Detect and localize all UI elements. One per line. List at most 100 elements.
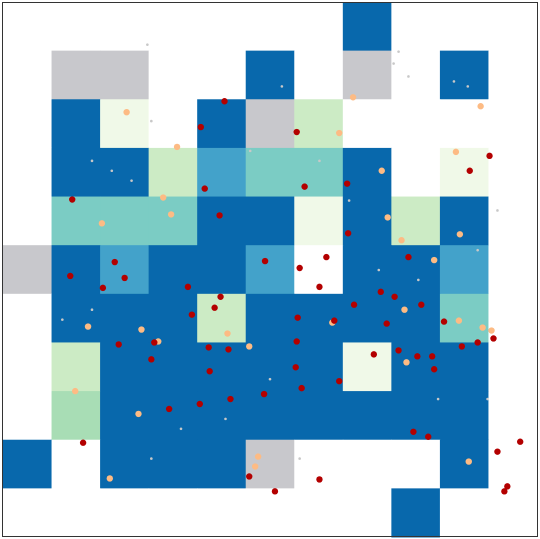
heatmap-cell <box>439 439 489 489</box>
heatmap-cell <box>3 293 53 343</box>
heatmap-cell <box>3 2 53 52</box>
heatmap-cell <box>100 196 150 246</box>
point <box>401 306 408 313</box>
heatmap-cell <box>342 488 392 538</box>
point <box>293 128 300 136</box>
point <box>479 324 486 331</box>
point <box>378 167 385 174</box>
point <box>417 278 420 282</box>
heatmap-cell <box>488 147 538 198</box>
point <box>150 119 153 123</box>
point <box>260 390 268 398</box>
heatmap-cell <box>294 50 344 100</box>
point <box>251 463 259 470</box>
point <box>205 344 212 351</box>
point <box>410 428 417 435</box>
heatmap-cell <box>342 293 392 343</box>
heatmap-cell <box>391 50 441 100</box>
point <box>452 148 460 156</box>
heatmap-cell <box>245 147 295 198</box>
heatmap-cell <box>488 439 538 489</box>
heatmap-cell <box>488 99 538 149</box>
point <box>217 293 224 300</box>
point <box>383 320 390 327</box>
heatmap-cell <box>245 196 295 246</box>
point <box>71 387 79 395</box>
heatmap-cell <box>148 99 198 149</box>
heatmap-cell <box>100 147 150 198</box>
heatmap-cell <box>3 439 53 489</box>
heatmap-cell <box>439 293 489 343</box>
heatmap-cell <box>342 147 392 198</box>
heatmap-cell <box>391 293 441 343</box>
heatmap-cell <box>391 2 441 52</box>
point <box>316 283 323 291</box>
point <box>298 457 301 460</box>
heatmap-cell <box>488 342 538 392</box>
point <box>456 231 464 238</box>
heatmap-cell <box>3 488 53 538</box>
heatmap-cell <box>51 439 101 489</box>
point <box>490 335 497 342</box>
point <box>395 347 402 354</box>
heatmap-cell <box>148 391 198 441</box>
point <box>397 50 400 53</box>
heatmap-cell <box>148 196 198 246</box>
point <box>298 384 305 392</box>
point <box>69 196 76 203</box>
heatmap-cell <box>488 50 538 100</box>
heatmap-cell <box>100 245 150 295</box>
heatmap-cell <box>197 293 247 343</box>
point <box>293 338 300 345</box>
heatmap-cell <box>197 196 247 246</box>
point <box>261 257 269 265</box>
heatmap-cell <box>294 488 344 538</box>
heatmap-cell <box>197 245 247 295</box>
heatmap-cell <box>294 342 344 392</box>
heatmap-cell <box>391 245 441 295</box>
point <box>67 272 74 280</box>
point <box>466 167 473 174</box>
heatmap-cell <box>148 50 198 100</box>
heatmap-cell <box>342 439 392 489</box>
point <box>146 43 149 46</box>
point <box>211 304 218 311</box>
point <box>391 293 398 300</box>
heatmap-cell <box>488 196 538 246</box>
point <box>455 317 463 324</box>
heatmap-cell <box>488 488 538 538</box>
point <box>90 159 94 163</box>
heatmap-cell <box>245 245 295 295</box>
point <box>428 353 436 360</box>
point <box>501 488 508 495</box>
point <box>138 326 145 333</box>
heatmap-cell <box>245 99 295 149</box>
point <box>197 123 204 131</box>
heatmap-cell <box>245 2 295 52</box>
point <box>227 395 234 403</box>
point <box>425 433 432 440</box>
point <box>516 438 524 445</box>
point <box>331 317 338 324</box>
point <box>370 351 378 358</box>
heatmap-cell <box>488 391 538 441</box>
heatmap-cell <box>342 50 392 100</box>
point <box>316 476 323 483</box>
point <box>344 230 352 237</box>
heatmap-cell <box>245 50 295 100</box>
point <box>173 143 181 151</box>
heatmap-cell <box>148 488 198 538</box>
heatmap-cells <box>3 2 538 538</box>
point <box>292 364 299 371</box>
point <box>84 323 92 330</box>
point <box>248 149 252 153</box>
heatmap-cell <box>148 293 198 343</box>
point <box>121 274 128 282</box>
heatmap-cell <box>197 99 247 149</box>
point <box>486 152 493 160</box>
point <box>318 159 321 163</box>
point <box>405 253 412 261</box>
heatmap-cell <box>100 99 150 149</box>
point <box>466 85 470 88</box>
heatmap-cell <box>51 196 101 246</box>
